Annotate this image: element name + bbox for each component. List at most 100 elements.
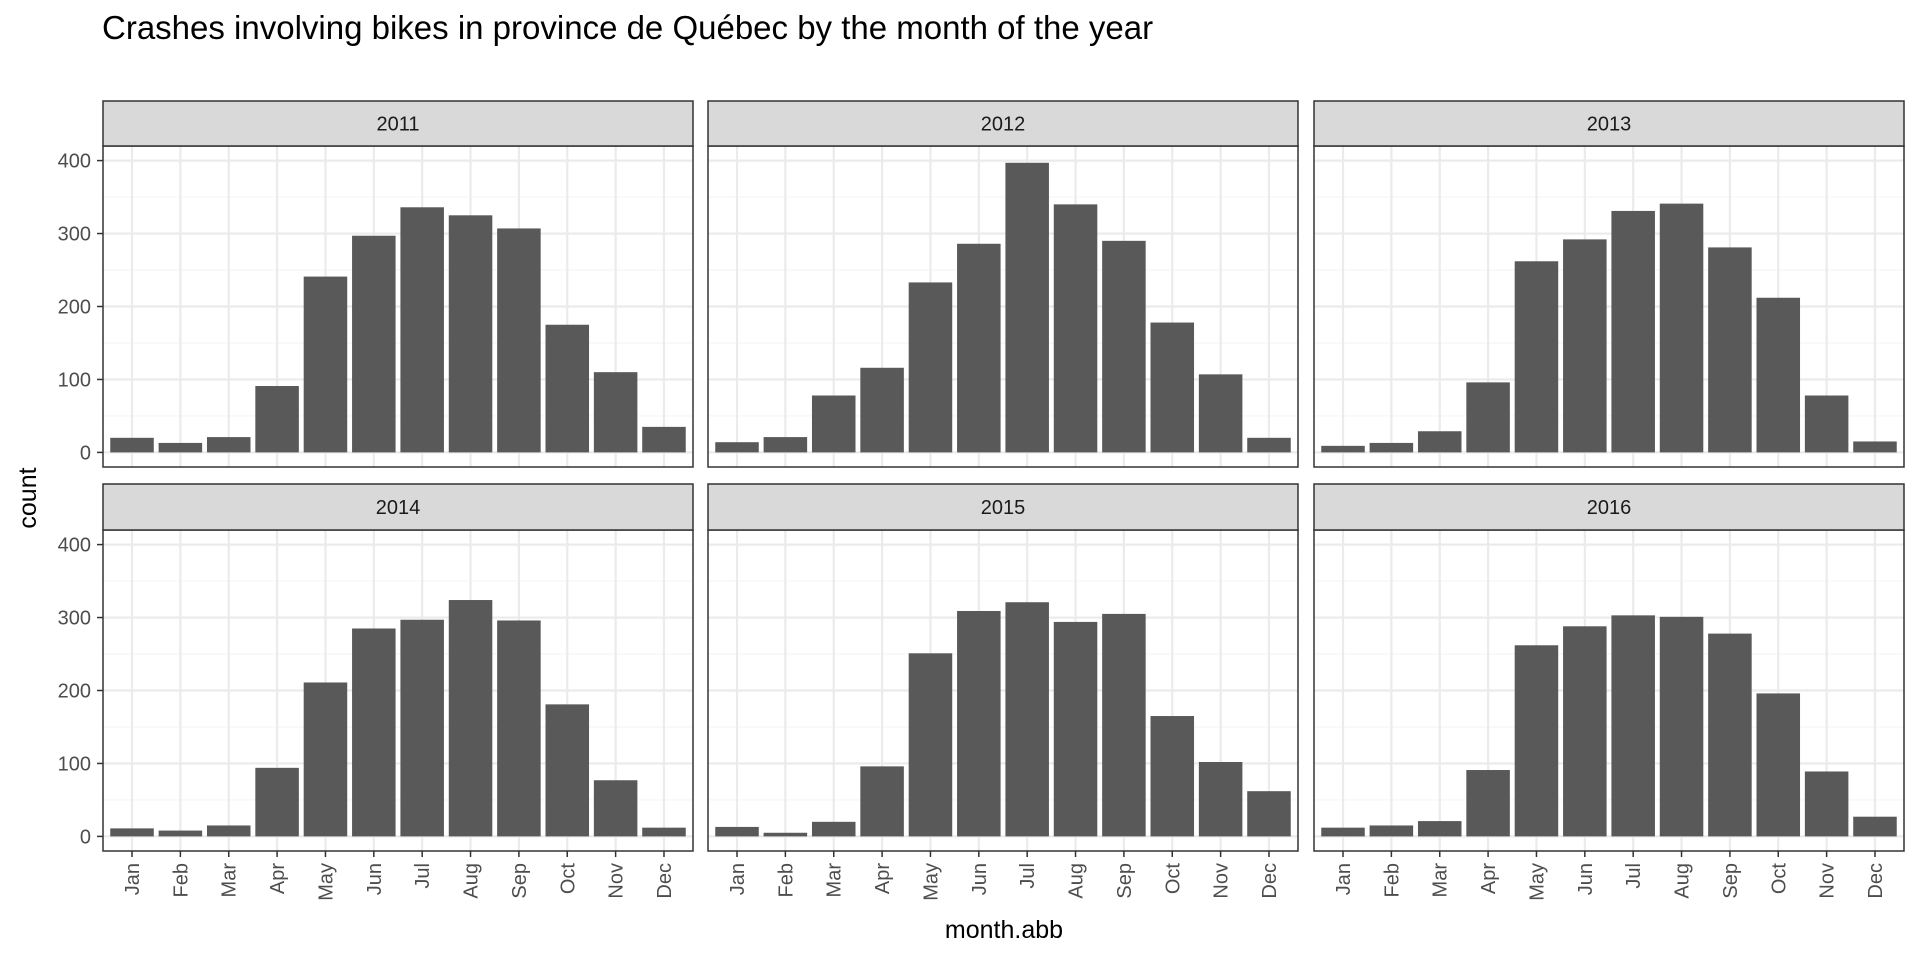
bar-2015-Jul xyxy=(1005,602,1049,837)
y-tick-label: 0 xyxy=(80,442,91,464)
bar-2013-May xyxy=(1514,261,1559,453)
facet-strip-label: 2016 xyxy=(1587,497,1632,519)
bar-2012-Nov xyxy=(1198,374,1243,453)
x-tick-label: Apr xyxy=(267,863,289,894)
bar-2013-Sep xyxy=(1708,247,1752,453)
bar-2011-Jul xyxy=(400,207,444,453)
bar-2012-Jul xyxy=(1005,162,1049,453)
x-tick-label: Mar xyxy=(219,863,241,898)
bar-2014-Apr xyxy=(255,767,299,837)
x-tick-label: Jul xyxy=(1017,863,1039,889)
y-tick-label: 300 xyxy=(58,608,91,630)
bar-2015-Feb xyxy=(763,832,808,837)
x-tick-label: Nov xyxy=(1211,863,1233,899)
bar-2014-Mar xyxy=(206,825,251,837)
bar-2016-Oct xyxy=(1756,693,1801,837)
bar-2015-Dec xyxy=(1247,791,1291,837)
bar-2013-Dec xyxy=(1853,441,1897,453)
bar-2011-Sep xyxy=(497,228,541,453)
bar-2011-Aug xyxy=(448,215,493,453)
bar-2016-Sep xyxy=(1708,633,1752,837)
bar-2015-May xyxy=(908,653,953,837)
bar-2016-Apr xyxy=(1466,770,1510,837)
facet-strip xyxy=(102,483,694,531)
x-tick-label: Jan xyxy=(727,863,749,895)
x-tick-label: Mar xyxy=(824,863,846,898)
x-tick-label: Sep xyxy=(1720,863,1742,899)
facet-panel-2011: 2011 0 100 200 300 400 xyxy=(58,100,694,468)
bar-2015-Mar xyxy=(811,821,856,837)
bar-2012-Feb xyxy=(763,437,808,453)
bar-2013-Oct xyxy=(1756,297,1801,453)
bar-2015-Apr xyxy=(860,766,904,837)
facet-panel-2014: 2014 0 100 200 300 400 Jan Feb Mar Apr May Jun Jul Au… xyxy=(58,483,694,901)
bar-2015-Oct xyxy=(1150,716,1195,837)
bar-2012-Dec xyxy=(1247,437,1291,453)
x-tick-label: Oct xyxy=(1768,863,1790,895)
x-tick-label: Feb xyxy=(775,863,797,897)
bar-2011-Mar xyxy=(206,437,251,453)
facet-panel-2012: 2012 xyxy=(707,100,1299,468)
x-tick-label: Oct xyxy=(557,863,579,895)
bar-2015-Nov xyxy=(1198,761,1243,837)
x-tick-label: Mar xyxy=(1430,863,1452,898)
bar-2011-Apr xyxy=(255,386,299,453)
bar-2011-Jan xyxy=(110,437,154,453)
facet-strip-label: 2013 xyxy=(1587,114,1632,136)
x-tick-label: Sep xyxy=(509,863,531,899)
x-tick-label: Aug xyxy=(461,863,483,899)
bar-2015-Aug xyxy=(1053,621,1098,837)
facet-panel-2013: 2013 xyxy=(1313,100,1905,468)
bar-2012-May xyxy=(908,282,953,453)
bar-2011-Feb xyxy=(158,442,203,453)
y-axis-title: count xyxy=(14,467,42,528)
y-tick-label: 400 xyxy=(58,151,91,173)
x-tick-label: Apr xyxy=(872,863,894,894)
bar-2012-Jun xyxy=(957,243,1001,453)
x-tick-label: Sep xyxy=(1114,863,1136,899)
facet-strip xyxy=(1313,100,1905,147)
bar-2013-Jun xyxy=(1563,239,1607,453)
bar-2012-Jan xyxy=(715,442,759,453)
bar-2013-Mar xyxy=(1417,431,1462,453)
x-tick-label: May xyxy=(1526,863,1548,901)
facet-panel-2015: 2015 Jan Feb Mar Apr May Jun Jul Aug Sep Oct Nov Dec xyxy=(707,483,1299,901)
x-tick-label: Jun xyxy=(969,863,991,895)
x-tick-label: May xyxy=(315,863,337,901)
facet-strip-label: 2012 xyxy=(981,114,1026,136)
facet-strip-label: 2014 xyxy=(376,497,421,519)
bar-2016-Dec xyxy=(1853,816,1897,837)
facet-panel-2016: 2016 Jan Feb Mar Apr May Jun Jul Aug Sep Oct Nov Dec xyxy=(1313,483,1905,901)
x-tick-label: May xyxy=(920,863,942,901)
x-tick-label: Jul xyxy=(412,863,434,889)
bar-2016-Jan xyxy=(1321,827,1365,837)
x-tick-label: Feb xyxy=(170,863,192,897)
x-tick-label: Dec xyxy=(654,863,676,899)
bar-2011-Nov xyxy=(593,372,638,453)
y-tick-label: 100 xyxy=(58,753,91,775)
x-tick-label: Aug xyxy=(1672,863,1694,899)
y-tick-label: 300 xyxy=(58,224,91,246)
bar-2015-Jun xyxy=(957,610,1001,837)
bar-2012-Apr xyxy=(860,367,904,453)
bar-2011-Dec xyxy=(642,426,686,453)
bar-2013-Nov xyxy=(1804,395,1849,453)
bar-2013-Jan xyxy=(1321,445,1365,453)
x-tick-label: Jan xyxy=(1333,863,1355,895)
y-tick-label: 0 xyxy=(80,826,91,848)
y-tick-label: 200 xyxy=(58,681,91,703)
bar-2016-Jun xyxy=(1563,626,1607,837)
bar-2014-Aug xyxy=(448,600,493,837)
bar-2013-Feb xyxy=(1369,442,1414,453)
bar-2014-Jun xyxy=(352,628,396,837)
bar-2013-Apr xyxy=(1466,382,1510,453)
x-tick-label: Nov xyxy=(606,863,628,899)
facet-strip-label: 2011 xyxy=(376,114,419,136)
x-tick-label: Jan xyxy=(122,863,144,895)
bar-2014-May xyxy=(303,682,348,837)
bar-2014-Sep xyxy=(497,620,541,837)
facet-strip xyxy=(707,100,1299,147)
bar-2016-Aug xyxy=(1659,616,1704,837)
bar-2016-Mar xyxy=(1417,821,1462,837)
